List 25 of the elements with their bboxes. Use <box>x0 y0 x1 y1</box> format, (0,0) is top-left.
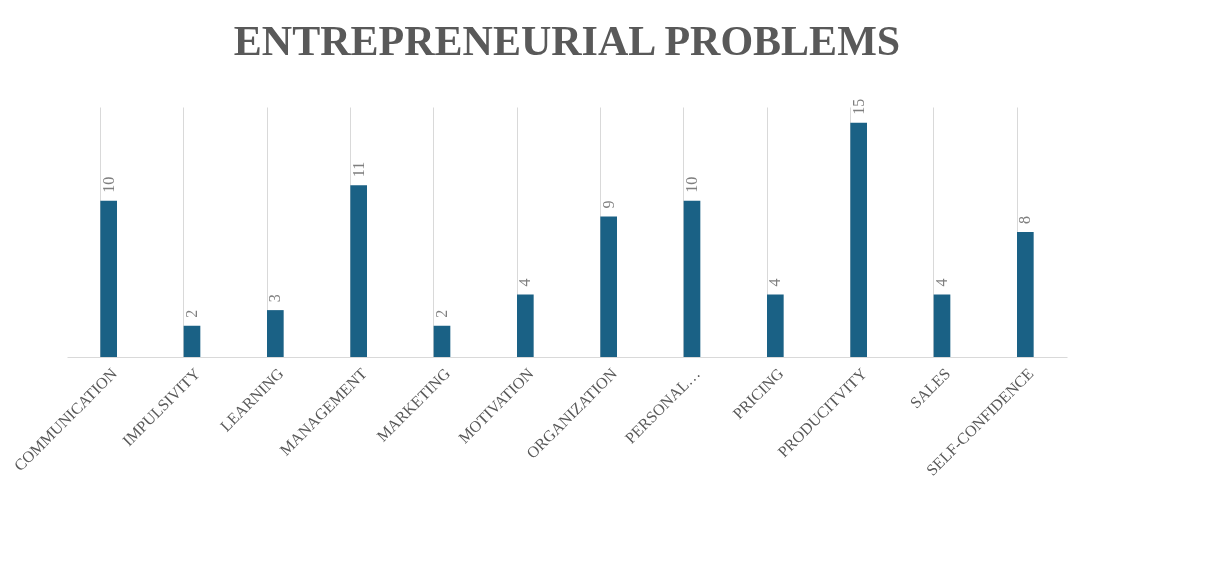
data-label: 10 <box>683 176 700 193</box>
chart-title: ENTREPRENEURIAL PROBLEMS <box>233 17 901 64</box>
bar <box>100 200 117 357</box>
bar <box>1017 232 1034 357</box>
data-label: 4 <box>516 278 534 287</box>
data-label: 4 <box>766 278 784 287</box>
bar <box>850 122 867 357</box>
data-label: 11 <box>349 161 367 178</box>
bar <box>433 325 451 357</box>
bar <box>350 185 367 357</box>
data-label: 15 <box>849 98 867 115</box>
bar <box>267 310 284 357</box>
data-label: 10 <box>99 176 117 193</box>
bar <box>683 200 701 357</box>
data-label: 9 <box>599 200 617 209</box>
bar <box>933 294 951 357</box>
data-label: 2 <box>433 309 450 318</box>
bar <box>517 294 534 357</box>
data-label: 3 <box>266 294 284 303</box>
bar <box>767 294 784 357</box>
bar <box>183 325 201 357</box>
data-label: 8 <box>1016 216 1034 224</box>
data-label: 2 <box>183 309 200 318</box>
data-label: 4 <box>933 278 950 287</box>
bar <box>600 216 617 357</box>
